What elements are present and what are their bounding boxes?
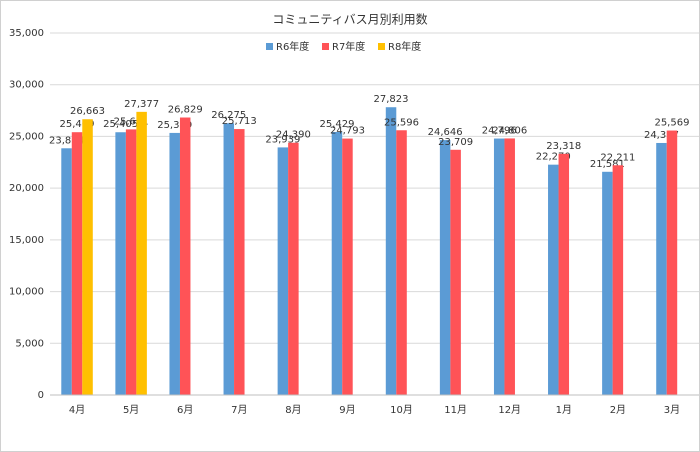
data-label: 21,581 — [590, 159, 625, 170]
x-tick-label: 10月 — [390, 404, 413, 416]
bar — [558, 153, 570, 395]
x-tick-label: 11月 — [444, 404, 467, 416]
data-label: 25,405 — [103, 119, 138, 130]
y-tick-label: 35,000 — [9, 28, 44, 39]
bar — [656, 142, 667, 395]
bar — [61, 148, 72, 395]
data-label: 24,390 — [276, 130, 311, 141]
bar — [288, 142, 299, 395]
data-label: 25,569 — [654, 118, 689, 129]
x-tick-label: 5月 — [123, 404, 139, 416]
bar — [71, 132, 83, 395]
bar — [179, 117, 191, 396]
data-label: 23,854 — [49, 135, 84, 146]
chart-title: コミュニティバス月別利用数 — [272, 12, 427, 27]
data-label: 27,377 — [124, 99, 159, 110]
bar — [82, 119, 93, 396]
data-label: 25,409 — [60, 119, 95, 130]
data-label: 25,681 — [114, 116, 149, 127]
x-tick-label: 7月 — [231, 404, 247, 416]
y-tick-label: 20,000 — [9, 183, 44, 194]
bar — [331, 131, 343, 395]
bar — [396, 130, 407, 395]
data-label: 26,275 — [211, 110, 246, 121]
legend-label: R8年度 — [388, 40, 421, 53]
y-tick-label: 10,000 — [9, 287, 44, 298]
bar — [277, 147, 289, 395]
x-tick-label: 8月 — [285, 404, 301, 416]
bar — [439, 140, 451, 395]
bar — [602, 171, 613, 395]
data-label: 23,709 — [438, 137, 473, 148]
legend-swatch — [378, 43, 385, 50]
data-label: 22,270 — [536, 152, 571, 163]
data-label: 27,823 — [374, 94, 409, 105]
data-label: 26,829 — [168, 105, 203, 116]
data-label: 25,713 — [222, 116, 257, 127]
bar — [666, 130, 678, 395]
y-tick-label: 25,000 — [9, 131, 44, 142]
bar — [450, 149, 461, 395]
bar — [136, 111, 147, 395]
data-label: 24,806 — [492, 125, 527, 136]
bar — [342, 138, 353, 395]
data-label: 22,211 — [600, 152, 635, 163]
data-label: 23,318 — [546, 141, 581, 152]
bar — [385, 107, 397, 395]
x-tick-label: 6月 — [177, 404, 193, 416]
legend-swatch — [322, 43, 329, 50]
bar — [125, 129, 137, 396]
data-label: 24,793 — [330, 126, 365, 137]
data-label: 25,596 — [384, 117, 419, 128]
legend-label: R7年度 — [332, 40, 365, 53]
bar — [548, 164, 559, 395]
x-tick-label: 9月 — [339, 404, 355, 416]
data-label: 23,939 — [265, 134, 300, 145]
bar — [223, 123, 235, 396]
data-label: 26,663 — [70, 106, 105, 117]
x-tick-label: 3月 — [664, 404, 680, 416]
y-tick-label: 30,000 — [9, 80, 44, 91]
y-tick-label: 15,000 — [9, 235, 44, 246]
y-tick-label: 5,000 — [15, 338, 44, 349]
legend-swatch — [266, 43, 273, 50]
bar — [234, 129, 245, 395]
data-label: 24,367 — [644, 130, 679, 141]
bar — [504, 138, 515, 395]
bar — [115, 132, 126, 395]
data-label: 25,339 — [157, 120, 192, 131]
legend-label: R6年度 — [276, 40, 309, 53]
x-tick-label: 4月 — [69, 404, 85, 416]
data-label: 25,429 — [319, 119, 354, 130]
bar — [169, 132, 180, 395]
bar — [493, 138, 505, 395]
x-tick-label: 1月 — [556, 404, 572, 416]
data-label: 24,796 — [482, 126, 517, 137]
x-tick-label: 12月 — [498, 404, 521, 416]
y-tick-label: 0 — [38, 390, 44, 401]
x-tick-label: 2月 — [610, 404, 626, 416]
data-label: 24,646 — [428, 127, 463, 138]
bar — [612, 165, 624, 395]
